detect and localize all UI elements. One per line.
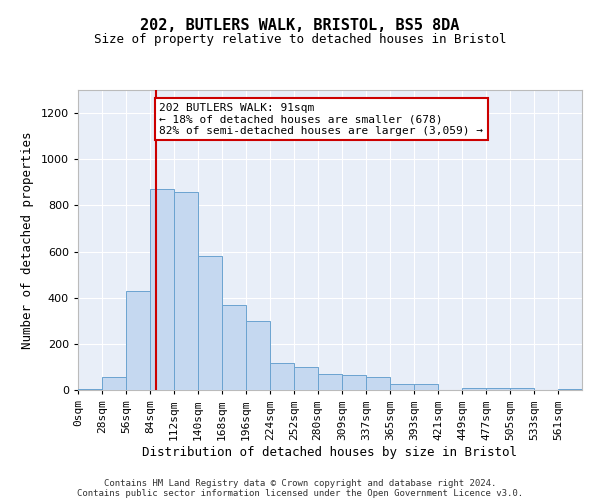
Bar [246, 321, 269, 390]
Bar [198, 256, 222, 390]
Bar [414, 384, 438, 390]
Text: Contains public sector information licensed under the Open Government Licence v3: Contains public sector information licen… [77, 488, 523, 498]
Bar [269, 364, 293, 390]
Text: 202 BUTLERS WALK: 91sqm
← 18% of detached houses are smaller (678)
82% of semi-d: 202 BUTLERS WALK: 91sqm ← 18% of detache… [159, 102, 483, 136]
X-axis label: Distribution of detached houses by size in Bristol: Distribution of detached houses by size … [143, 446, 517, 460]
Bar [391, 384, 414, 390]
Y-axis label: Number of detached properties: Number of detached properties [21, 131, 34, 349]
Text: 202, BUTLERS WALK, BRISTOL, BS5 8DA: 202, BUTLERS WALK, BRISTOL, BS5 8DA [140, 18, 460, 32]
Text: Contains HM Land Registry data © Crown copyright and database right 2024.: Contains HM Land Registry data © Crown c… [104, 478, 496, 488]
Bar [317, 374, 343, 390]
Bar [102, 378, 126, 390]
Bar [462, 388, 486, 390]
Bar [510, 388, 534, 390]
Bar [150, 189, 174, 390]
Bar [486, 388, 510, 390]
Bar [126, 291, 150, 390]
Bar [78, 389, 102, 390]
Bar [343, 375, 367, 390]
Bar [367, 378, 391, 390]
Text: Size of property relative to detached houses in Bristol: Size of property relative to detached ho… [94, 32, 506, 46]
Bar [293, 367, 317, 390]
Bar [174, 192, 198, 390]
Bar [222, 304, 246, 390]
Bar [558, 389, 582, 390]
